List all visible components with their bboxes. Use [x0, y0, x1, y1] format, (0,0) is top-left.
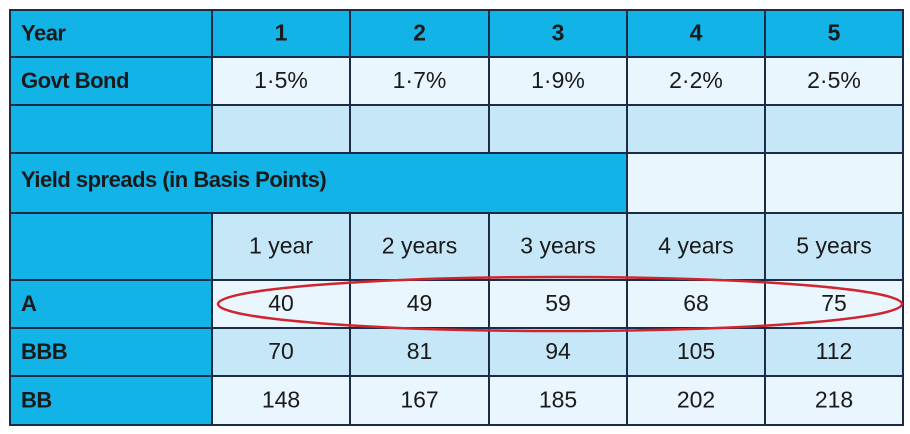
tenor-header: 5 years: [796, 233, 871, 259]
spread-value: 59: [545, 290, 571, 316]
cell: [211, 9, 351, 58]
cell: [349, 279, 490, 329]
cells: [9, 9, 904, 426]
spread-value: 68: [683, 290, 709, 316]
spread-value: 112: [816, 338, 853, 364]
cell: [626, 212, 766, 281]
cell: [488, 279, 628, 329]
spread-value: 75: [821, 290, 847, 316]
row-label: Govt Bond: [21, 68, 129, 93]
spread-value: 185: [539, 387, 577, 413]
spread-value: 81: [407, 338, 433, 364]
section-title: Yield spreads (in Basis Points): [21, 167, 326, 192]
cell: [488, 104, 628, 154]
row-label: BBB: [21, 339, 67, 364]
column-header: 5: [828, 20, 841, 46]
cell: [764, 9, 904, 58]
cell: [211, 104, 351, 154]
tenor-header: 3 years: [520, 233, 595, 259]
tenor-header: 4 years: [658, 233, 733, 259]
spread-value: 105: [677, 338, 715, 364]
tenor-header: 2 years: [382, 233, 457, 259]
cell: [764, 152, 904, 214]
cell: [9, 279, 213, 329]
spread-value: 94: [545, 338, 571, 364]
cell: [9, 212, 213, 281]
row-label: A: [21, 291, 37, 316]
cell: [626, 375, 766, 426]
spread-value: 40: [268, 290, 294, 316]
bond-yield: 1·9%: [531, 67, 585, 93]
spread-value: 49: [407, 290, 433, 316]
column-header: 4: [690, 20, 703, 46]
cell: [626, 327, 766, 377]
cell: [349, 104, 490, 154]
spread-value: 148: [262, 387, 300, 413]
cell: [488, 327, 628, 377]
column-header: 1: [275, 20, 288, 46]
bond-yield: 1·5%: [254, 67, 308, 93]
bond-yield: 1·7%: [393, 67, 447, 93]
row-label: Year: [21, 20, 66, 45]
tenor-header: 1 year: [249, 233, 313, 259]
cell: [211, 212, 351, 281]
cell: [764, 56, 904, 106]
highlight-ellipse: [216, 275, 904, 333]
spread-value: 218: [815, 387, 853, 413]
column-header: 2: [413, 20, 426, 46]
cell: [488, 56, 628, 106]
spread-value: 202: [677, 387, 715, 413]
cell: [211, 56, 351, 106]
texts: Year 1 2 3 4 5 Govt Bond 1·5% 1·7% 1·9% 2·2% 2·5% Yi…: [21, 20, 872, 413]
cell: [626, 104, 766, 154]
cell: [9, 9, 213, 58]
row-label: BB: [21, 387, 52, 412]
cell: [764, 375, 904, 426]
cell: [488, 212, 628, 281]
cell: [764, 327, 904, 377]
cell: [764, 104, 904, 154]
cell: [764, 212, 904, 281]
cell: [211, 375, 351, 426]
cell: [9, 104, 213, 154]
spread-value: 70: [268, 338, 294, 364]
column-header: 3: [552, 20, 565, 46]
cell: [626, 152, 766, 214]
bond-yield: 2·5%: [807, 67, 861, 93]
bond-yield: 2·2%: [669, 67, 723, 93]
spread-value: 167: [400, 387, 438, 413]
